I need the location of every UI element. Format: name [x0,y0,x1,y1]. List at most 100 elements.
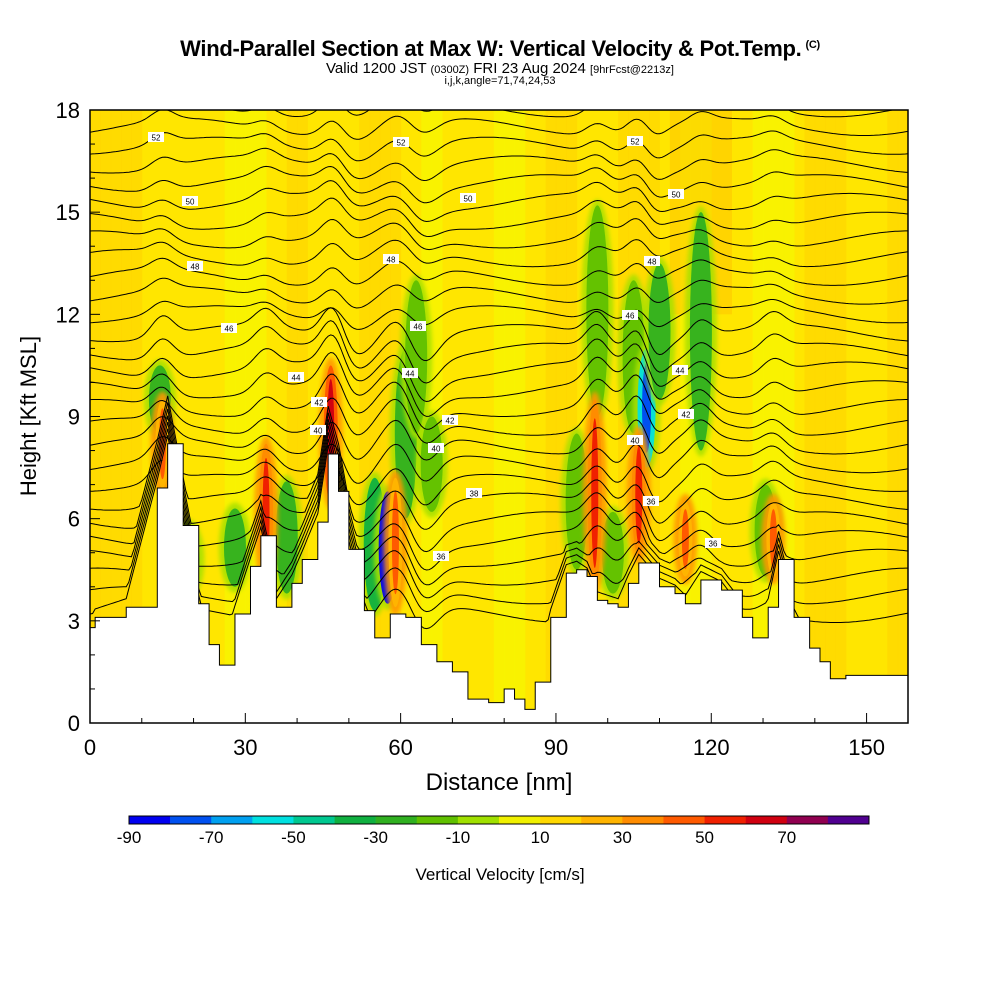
theta-contour-line [90,415,908,586]
colorbar-tick-label: 50 [695,828,714,847]
colorbar-segment [293,816,335,824]
contour-label-box [672,365,688,375]
colorbar-segment [170,816,212,824]
colorbar-tick-label: 30 [613,828,632,847]
theta-contour-line [90,395,908,530]
field-band [783,110,795,723]
theta-contour-line [90,416,908,461]
contour-label-box [668,189,684,199]
contour-label-box [644,256,660,266]
contour-label: 42 [315,399,324,408]
field-band [835,110,847,723]
colorbar-label: Vertical Velocity [cm/s] [415,865,584,884]
field-band [752,110,764,723]
contour-label-box [311,397,327,407]
field-band [555,110,567,723]
contour-label: 50 [186,198,195,207]
contour-label: 46 [626,312,635,321]
contour-labels: 52 52 52 50 50 50 48 48 48 46 46 46 44 44 44 42 42 42 40 40… [148,132,721,562]
colorbar-tick-label: -50 [281,828,306,847]
colorbar-segment [499,816,541,824]
colorbar-tick-label: -30 [363,828,388,847]
contour-label: 48 [648,258,657,267]
y-axis-label: Height [Kft MSL] [16,336,41,496]
colorbar-segment [334,816,376,824]
field-band [763,110,774,723]
downdraft-cell [223,508,246,587]
contour-label: 52 [397,139,406,148]
colorbar-segment [540,816,582,824]
contour-label-box [402,368,418,378]
colorbar: -90 -70 -50 -30 -10 10 30 50 70 Vertical Velocity… [117,815,870,884]
colorbar-segment [704,816,746,824]
contour-label: 42 [682,411,691,420]
field-band [297,110,308,723]
theta-contour-line [90,218,908,251]
y-tick-label: 9 [68,405,80,430]
copyright-mark: (C) [805,38,820,51]
contour-label-box [433,551,449,561]
field-band [773,110,785,723]
colorbar-segment [827,816,870,824]
contour-label: 40 [631,437,640,446]
contour-label-box [622,310,638,320]
field-band [379,110,391,723]
field-band [245,110,257,723]
y-tick-label: 12 [56,302,80,327]
contour-label: 46 [225,325,234,334]
contour-label: 50 [672,191,681,200]
colorbar-frame [128,815,870,825]
y-tick-label: 0 [68,711,80,736]
field-band [566,110,578,723]
contour-label-box [678,409,694,419]
downdraft-cell [420,416,443,512]
contour-label: 50 [464,195,473,204]
x-axis-label: Distance [nm] [426,769,573,796]
y-tick-label: 15 [56,200,80,225]
x-tick-label: 120 [693,735,730,760]
contour-label-box [428,443,444,453]
x-tick-label: 150 [848,735,885,760]
contour-label-box [460,193,476,203]
theta-contour-line [90,435,908,630]
field-band [286,110,298,723]
field-band [514,110,526,723]
colorbar-segment [129,816,171,824]
theta-contours [90,110,908,630]
downdraft-cell [565,433,588,570]
field-band [121,110,132,723]
contour-label-box [442,415,458,425]
contour-label: 44 [406,370,415,379]
contour-label: 52 [631,138,640,147]
contour-label: 48 [387,256,396,265]
contour-label-box [182,196,198,206]
x-tick-label: 0 [84,735,96,760]
contour-label: 44 [676,367,685,376]
y-tick-label: 6 [68,507,80,532]
contour-label-box [310,425,326,435]
contour-label: 36 [437,553,446,562]
colorbar-tick-label: -90 [117,828,142,847]
contour-label-box [643,496,659,506]
theta-contour-line [90,334,908,403]
contour-label: 38 [470,490,479,499]
x-tick-label: 90 [544,735,568,760]
field-band [255,110,267,723]
contour-label-box [393,137,409,147]
colorbar-segment [581,816,623,824]
contour-label-box [383,254,399,264]
field-band [234,110,246,723]
valid-time-subtitle: Valid 1200 JST (0300Z) FRI 23 Aug 2024 [… [326,60,674,77]
field-band [825,110,837,723]
theta-contour-line [90,197,908,238]
colorbar-segment [211,816,253,824]
theta-contour-line [90,395,908,444]
theta-contour-line [90,110,908,140]
updraft-core [681,509,689,570]
theta-contour-line [90,165,908,204]
contour-label-box [410,321,426,331]
contour-label: 42 [446,417,455,426]
downdraft-cell [405,280,428,434]
